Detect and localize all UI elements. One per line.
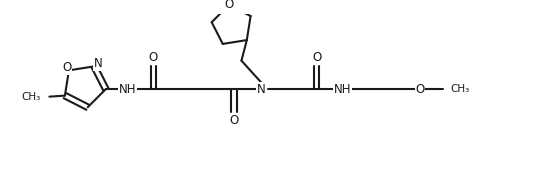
Text: NH: NH	[334, 83, 351, 96]
Text: CH₃: CH₃	[21, 92, 40, 102]
Text: O: O	[149, 51, 158, 64]
Text: O: O	[225, 0, 234, 12]
Text: O: O	[416, 83, 425, 96]
Text: O: O	[312, 51, 321, 64]
Text: CH₃: CH₃	[450, 84, 469, 94]
Text: N: N	[94, 57, 102, 70]
Text: O: O	[230, 114, 239, 127]
Text: O: O	[62, 61, 72, 74]
Text: NH: NH	[119, 83, 136, 96]
Text: N: N	[257, 83, 265, 96]
